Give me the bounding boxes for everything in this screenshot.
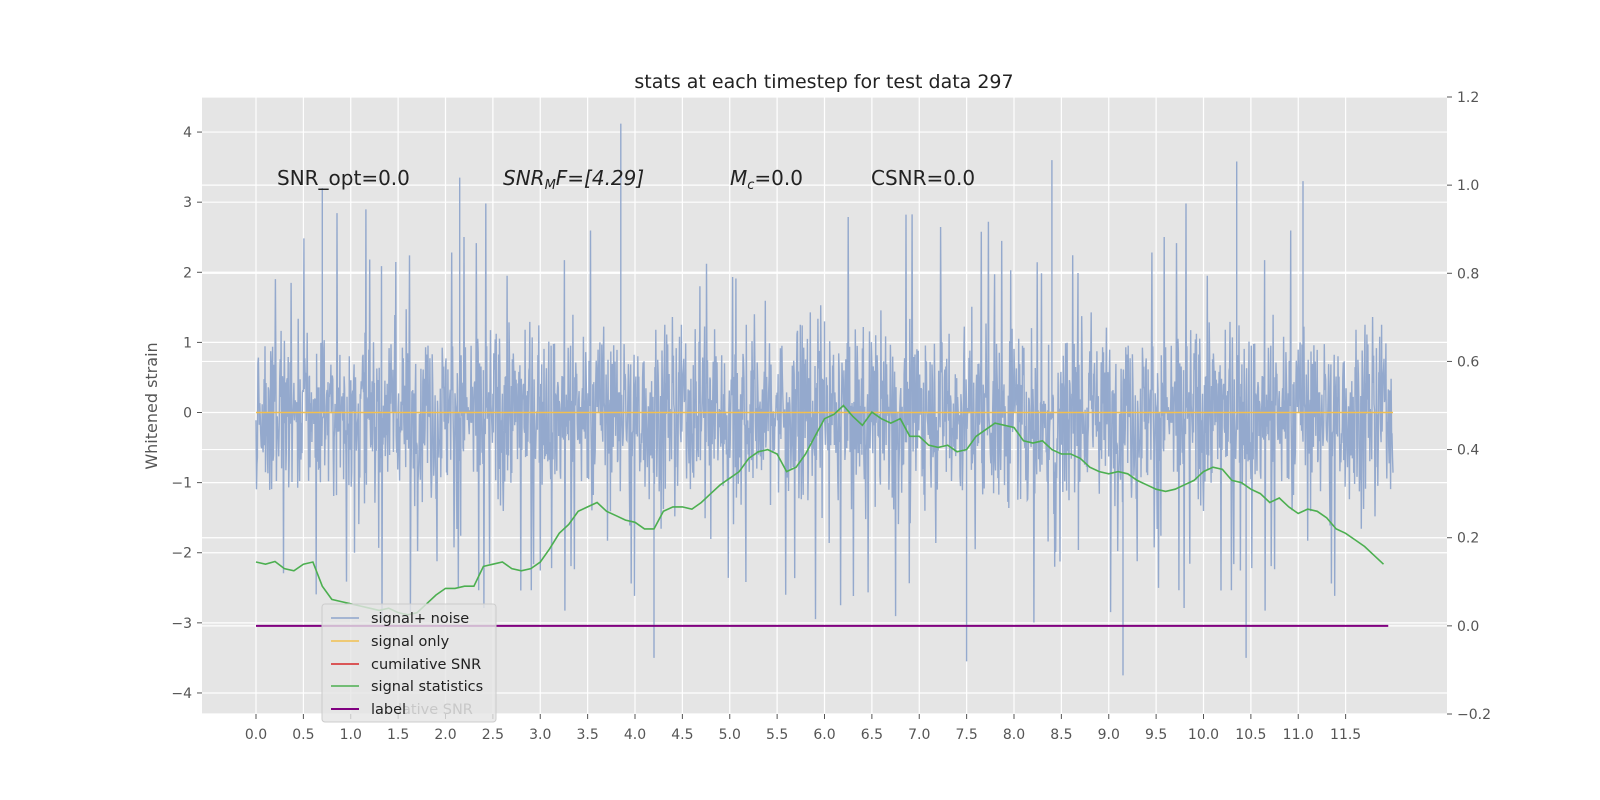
legend: lative SNR signal+ noise signal only cum…: [321, 603, 497, 723]
x-tick-label: 3.0: [529, 727, 551, 743]
y-tick-label: 1: [183, 335, 192, 351]
x-axis-ticks: 0.0 0.5 1.0 1.5 2.0 2.5 3.0 3.5 4.0 4.5 5.0 5.5 6.0 6…: [245, 714, 1361, 743]
series-signal-statistics: [255, 404, 1385, 616]
y-tick-label: 2: [183, 265, 192, 281]
x-tick-label: 11.0: [1283, 727, 1314, 743]
legend-hidden-fragment: lative SNR: [398, 702, 473, 718]
y-tick-label: −3: [171, 616, 192, 632]
x-tick-label: 9.5: [1145, 727, 1167, 743]
y-tick-label: 4: [183, 125, 192, 141]
y-axis-ticks: −4 −3 −2 −1 0 1 2 3 4: [171, 125, 202, 702]
y2-tick-label: 1.2: [1457, 90, 1479, 106]
annotation-csnr: CSNR=0.0: [871, 166, 975, 190]
y-tick-label: −1: [171, 476, 192, 492]
y-tick-label: −2: [171, 546, 192, 562]
x-tick-label: 2.0: [434, 727, 456, 743]
x-tick-label: 2.5: [482, 727, 504, 743]
annotation-mc: Mc=0.0: [730, 166, 803, 193]
y2-tick-label: 0.2: [1457, 531, 1479, 547]
y2-axis-ticks: −0.2 0.0 0.2 0.4 0.6 0.8 1.0 1.2: [1447, 90, 1491, 723]
y2-tick-label: 0.8: [1457, 266, 1479, 282]
y-tick-label: 3: [183, 195, 192, 211]
x-tick-label: 6.0: [813, 727, 835, 743]
x-tick-label: 0.0: [245, 727, 267, 743]
x-tick-label: 8.5: [1050, 727, 1072, 743]
y2-tick-label: 0.0: [1457, 619, 1479, 635]
x-tick-label: 0.5: [292, 727, 314, 743]
y2-tick-label: 1.0: [1457, 178, 1479, 194]
x-tick-label: 11.5: [1330, 727, 1361, 743]
legend-label-signal-statistics: signal statistics: [371, 679, 483, 695]
y2-tick-label: −0.2: [1457, 707, 1491, 723]
x-tick-label: 7.5: [955, 727, 977, 743]
x-tick-label: 8.0: [1003, 727, 1025, 743]
x-tick-label: 5.5: [766, 727, 788, 743]
y-tick-label: 0: [183, 406, 192, 422]
y-axis-label: Whitened strain: [142, 342, 161, 469]
annotation-snr-opt: SNR_opt=0.0: [277, 166, 410, 190]
annotation-snr-mf: SNRMF=[4.29]: [503, 166, 644, 193]
y-tick-label: −4: [171, 686, 192, 702]
legend-label-label: label: [371, 702, 406, 718]
legend-box: [321, 603, 497, 723]
chart-title: stats at each timestep for test data 297: [634, 71, 1013, 93]
y2-tick-label: 0.4: [1457, 443, 1479, 459]
legend-label-signal-noise: signal+ noise: [371, 611, 469, 627]
x-tick-label: 5.0: [719, 727, 741, 743]
legend-label-signal-only: signal only: [371, 634, 450, 650]
y2-tick-label: 0.6: [1457, 354, 1479, 370]
legend-label-cumulative-snr: cumilative SNR: [371, 657, 481, 673]
x-tick-label: 7.0: [908, 727, 930, 743]
x-tick-label: 10.5: [1235, 727, 1266, 743]
x-tick-label: 3.5: [576, 727, 598, 743]
x-tick-label: 10.0: [1188, 727, 1219, 743]
x-tick-label: 1.0: [340, 727, 362, 743]
x-tick-label: 6.5: [861, 727, 883, 743]
x-tick-label: 4.0: [624, 727, 646, 743]
x-tick-label: 4.5: [671, 727, 693, 743]
x-tick-label: 9.0: [1098, 727, 1120, 743]
x-tick-label: 1.5: [387, 727, 409, 743]
